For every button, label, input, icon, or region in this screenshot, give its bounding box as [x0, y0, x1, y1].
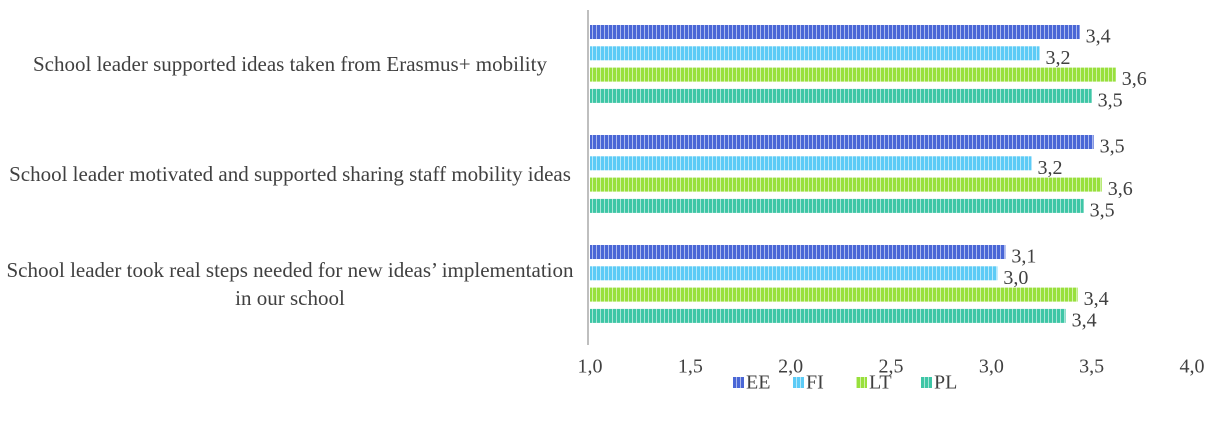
- data-label: 3,5: [1098, 89, 1123, 111]
- x-tick-label: 2,5: [879, 356, 904, 378]
- x-tick-label: 1,5: [678, 356, 703, 378]
- category-label: School leader supported ideas taken from…: [33, 51, 547, 76]
- bar: [590, 198, 1084, 213]
- data-label: 3,2: [1045, 47, 1070, 69]
- bar: [590, 135, 1094, 149]
- data-label: 3,4: [1084, 288, 1109, 310]
- legend-label: FI: [806, 372, 824, 394]
- data-label: 3,5: [1100, 136, 1125, 158]
- bar: [590, 67, 1116, 82]
- legend-label: PL: [934, 372, 957, 394]
- bar: [590, 177, 1102, 192]
- bar: [590, 46, 1040, 61]
- legend-label: LT: [869, 372, 892, 394]
- data-label: 3,4: [1086, 26, 1111, 48]
- legend-swatch: [856, 377, 867, 388]
- x-tick-label: 1,0: [578, 356, 603, 378]
- category-label: School leader took real steps needed for…: [6, 257, 574, 310]
- data-label: 3,5: [1090, 199, 1115, 221]
- data-label: 3,4: [1072, 309, 1097, 331]
- data-label: 3,6: [1108, 178, 1133, 200]
- bar: [590, 156, 1032, 171]
- legend-swatch: [733, 377, 744, 388]
- legend-swatch: [793, 377, 804, 388]
- category-label: School leader motivated and supported sh…: [9, 161, 571, 186]
- x-tick-label: 4,0: [1180, 356, 1205, 378]
- x-tick-label: 3,0: [979, 356, 1004, 378]
- legend-label: EE: [746, 372, 770, 394]
- bar: [590, 245, 1006, 259]
- bar: [590, 287, 1078, 302]
- legend-swatch: [921, 377, 932, 388]
- data-label: 3,6: [1122, 68, 1147, 90]
- bar: [590, 308, 1066, 323]
- data-label: 3,1: [1011, 246, 1036, 268]
- x-tick-label: 3,5: [1079, 356, 1104, 378]
- bar: [590, 88, 1092, 103]
- data-label: 3,0: [1003, 267, 1028, 289]
- bar: [590, 266, 998, 281]
- bar: [590, 25, 1080, 39]
- data-label: 3,2: [1037, 157, 1062, 179]
- x-tick-label: 2,0: [778, 356, 803, 378]
